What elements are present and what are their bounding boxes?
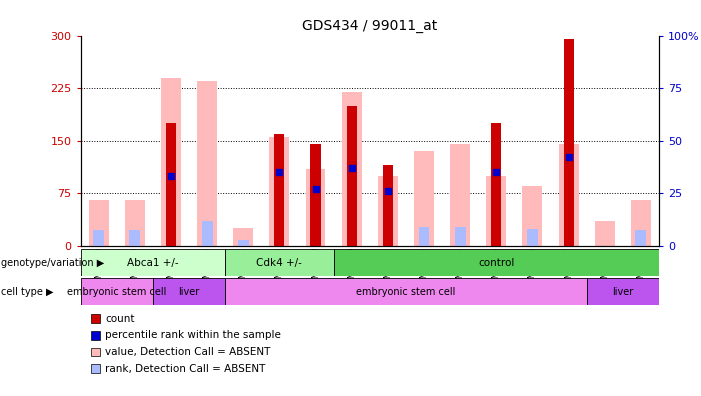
- Bar: [346, 106, 357, 246]
- Text: cell type ▶: cell type ▶: [1, 287, 54, 297]
- Title: GDS434 / 99011_at: GDS434 / 99011_at: [302, 19, 437, 33]
- Bar: [334, 249, 659, 276]
- Bar: [564, 39, 573, 246]
- Text: liver: liver: [612, 287, 634, 297]
- Bar: [238, 240, 249, 246]
- Text: percentile rank within the sample: percentile rank within the sample: [105, 330, 281, 341]
- Text: embryonic stem cell: embryonic stem cell: [356, 287, 456, 297]
- Text: value, Detection Call = ABSENT: value, Detection Call = ABSENT: [105, 347, 271, 357]
- Bar: [89, 200, 109, 246]
- Bar: [450, 144, 470, 246]
- Bar: [378, 175, 397, 246]
- Text: genotype/variation ▶: genotype/variation ▶: [1, 258, 104, 268]
- Bar: [587, 278, 659, 305]
- Bar: [81, 278, 153, 305]
- Text: liver: liver: [179, 287, 200, 297]
- Text: Abca1 +/-: Abca1 +/-: [127, 258, 179, 268]
- Bar: [527, 229, 538, 246]
- Text: Cdk4 +/-: Cdk4 +/-: [257, 258, 302, 268]
- Bar: [93, 230, 104, 246]
- Bar: [635, 230, 646, 246]
- Bar: [522, 186, 543, 246]
- Bar: [125, 200, 145, 246]
- Bar: [274, 133, 285, 246]
- Bar: [414, 151, 434, 246]
- Text: control: control: [478, 258, 515, 268]
- Bar: [383, 165, 393, 246]
- Bar: [81, 249, 225, 276]
- Bar: [153, 278, 225, 305]
- Text: rank, Detection Call = ABSENT: rank, Detection Call = ABSENT: [105, 364, 266, 374]
- Bar: [311, 144, 320, 246]
- Bar: [130, 230, 140, 246]
- Bar: [306, 169, 325, 246]
- Bar: [225, 278, 587, 305]
- Bar: [225, 249, 334, 276]
- Bar: [559, 144, 578, 246]
- Bar: [594, 221, 615, 246]
- Bar: [418, 227, 430, 246]
- Bar: [233, 228, 253, 246]
- Bar: [491, 123, 501, 246]
- Text: embryonic stem cell: embryonic stem cell: [67, 287, 166, 297]
- Bar: [631, 200, 651, 246]
- Bar: [202, 221, 212, 246]
- Bar: [161, 78, 181, 246]
- Text: count: count: [105, 314, 135, 324]
- Bar: [197, 81, 217, 246]
- Bar: [342, 91, 362, 246]
- Bar: [269, 137, 290, 246]
- Bar: [455, 227, 465, 246]
- Bar: [166, 123, 176, 246]
- Bar: [486, 175, 506, 246]
